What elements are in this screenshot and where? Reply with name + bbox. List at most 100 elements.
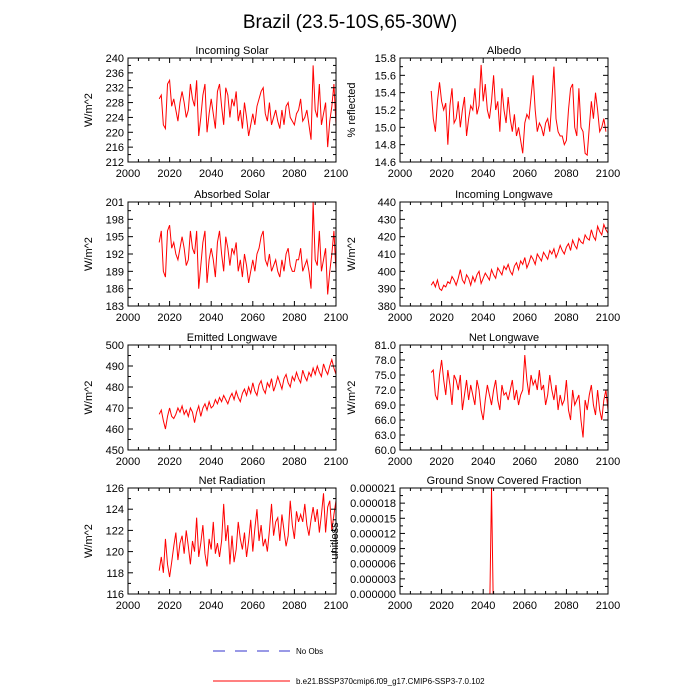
y-tick-label: 0.000018 (350, 498, 396, 510)
y-tick-label: 63.0 (375, 430, 396, 442)
x-tick-label: 2000 (116, 600, 140, 612)
x-tick-label: 2080 (554, 312, 578, 324)
x-tick-label: 2020 (429, 456, 453, 468)
y-axis-label-ground-snow-covered-fraction: unitless (329, 522, 341, 560)
series-line-emitted-longwave (158, 357, 336, 430)
y-tick-label: 195 (106, 232, 124, 244)
panel-albedo: 2000 2020 2040 2060 2080 2100 14.6 14.8 15.0 15.2… (346, 45, 620, 180)
y-tick-label: 232 (106, 83, 124, 95)
legend: No Obs b.e21.BSSP370cmip6.f09_g17.CMIP6-… (213, 647, 485, 686)
x-tick-label: 2060 (513, 312, 537, 324)
y-tick-label: 72.0 (375, 385, 396, 397)
y-tick-label: 490 (106, 361, 124, 373)
y-axis-label-emitted-longwave: W/m^2 (83, 381, 95, 415)
legend-obs-label: No Obs (296, 647, 323, 656)
panel-title-net-longwave: Net Longwave (469, 332, 539, 344)
series-line-incoming-longwave (430, 222, 608, 292)
x-tick-label: 2020 (157, 312, 181, 324)
x-tick-label: 2000 (116, 312, 140, 324)
x-tick-label: 2000 (388, 600, 412, 612)
plot-frame-incoming-solar (127, 57, 337, 163)
x-tick-label: 2040 (199, 168, 223, 180)
y-axis-label-albedo: % reflected (346, 82, 358, 137)
y-axis-label-absorbed-solar: W/m^2 (83, 237, 95, 271)
panel-absorbed-solar: 2000 2020 2040 2060 2080 2100 183 186 189 192 195 1… (83, 189, 348, 324)
series-line-net-radiation (158, 493, 336, 578)
y-tick-label: 400 (378, 266, 396, 278)
y-tick-label: 78.0 (375, 355, 396, 367)
x-tick-label: 2040 (471, 168, 495, 180)
y-tick-label: 201 (106, 197, 124, 209)
y-tick-label: 15.0 (375, 122, 396, 134)
x-tick-label: 2080 (554, 600, 578, 612)
y-tick-label: 480 (106, 382, 124, 394)
x-tick-label: 2060 (513, 456, 537, 468)
y-tick-label: 430 (378, 214, 396, 226)
y-tick-label: 198 (106, 214, 124, 226)
y-tick-label: 183 (106, 301, 124, 313)
y-tick-label: 15.4 (375, 88, 396, 100)
y-tick-label: 14.6 (375, 157, 396, 169)
y-axis-label-net-radiation: W/m^2 (83, 524, 95, 558)
y-tick-label: 228 (106, 98, 124, 110)
y-tick-label: 0.000021 (350, 483, 396, 495)
x-tick-label: 2040 (199, 456, 223, 468)
y-tick-label: 81.0 (375, 340, 396, 352)
y-tick-label: 450 (106, 445, 124, 457)
y-tick-label: 216 (106, 142, 124, 154)
y-tick-label: 15.6 (375, 70, 396, 82)
x-tick-label: 2100 (324, 168, 348, 180)
x-tick-label: 2020 (157, 168, 181, 180)
x-tick-label: 2000 (116, 168, 140, 180)
x-tick-label: 2100 (596, 312, 620, 324)
x-tick-label: 2080 (554, 456, 578, 468)
x-tick-label: 2020 (429, 312, 453, 324)
panel-title-net-radiation: Net Radiation (199, 475, 266, 487)
x-tick-label: 2040 (471, 600, 495, 612)
y-tick-label: 0.000012 (350, 528, 396, 540)
panel-title-incoming-longwave: Incoming Longwave (455, 189, 553, 201)
legend-model-label: b.e21.BSSP370cmip6.f09_g17.CMIP6-SSP3-7.… (296, 677, 485, 686)
y-tick-label: 192 (106, 249, 124, 261)
series-line-ground-snow-covered-fraction (489, 488, 494, 594)
y-tick-label: 126 (106, 483, 124, 495)
plot-frame-absorbed-solar (127, 201, 337, 307)
x-tick-label: 2060 (241, 456, 265, 468)
x-tick-label: 2020 (157, 600, 181, 612)
panel-incoming-solar: 2000 2020 2040 2060 2080 2100 212 216 220 224 228 2… (83, 45, 348, 180)
x-tick-label: 2080 (282, 456, 306, 468)
y-tick-label: 122 (106, 525, 124, 537)
x-tick-label: 2040 (471, 456, 495, 468)
y-tick-label: 240 (106, 53, 124, 65)
plot-frame-net-longwave (399, 344, 609, 451)
plot-frame-ground-snow-covered-fraction (399, 487, 609, 595)
panel-title-absorbed-solar: Absorbed Solar (194, 189, 270, 201)
x-tick-label: 2000 (388, 168, 412, 180)
y-tick-label: 0.000003 (350, 574, 396, 586)
panel-title-albedo: Albedo (487, 45, 521, 57)
y-tick-label: 189 (106, 266, 124, 278)
x-tick-label: 2100 (324, 600, 348, 612)
panel-net-radiation: 2000 2020 2040 2060 2080 2100 116 118 120 122 124 1… (83, 475, 348, 612)
y-tick-label: 470 (106, 403, 124, 415)
panel-title-emitted-longwave: Emitted Longwave (187, 332, 278, 344)
y-tick-label: 116 (106, 589, 124, 601)
y-axis-label-incoming-solar: W/m^2 (83, 93, 95, 127)
y-tick-label: 14.8 (375, 140, 396, 152)
x-tick-label: 2060 (241, 312, 265, 324)
y-tick-label: 0.000009 (350, 544, 396, 556)
x-tick-label: 2040 (199, 312, 223, 324)
y-tick-label: 220 (106, 127, 124, 139)
y-tick-label: 0.000000 (350, 589, 396, 601)
panel-net-longwave: 2000 2020 2040 2060 2080 2100 60.0 63.0 66.0 69.0… (346, 332, 620, 468)
x-tick-label: 2020 (157, 456, 181, 468)
y-axis-label-net-longwave: W/m^2 (346, 381, 358, 415)
panel-emitted-longwave: 2000 2020 2040 2060 2080 2100 450 460 470 480 490 5… (83, 332, 348, 468)
x-tick-label: 2060 (513, 600, 537, 612)
y-tick-label: 236 (106, 68, 124, 80)
y-tick-label: 15.2 (375, 105, 396, 117)
x-tick-label: 2040 (471, 312, 495, 324)
plot-frame-emitted-longwave (127, 344, 337, 451)
x-tick-label: 2000 (116, 456, 140, 468)
y-tick-label: 69.0 (375, 400, 396, 412)
